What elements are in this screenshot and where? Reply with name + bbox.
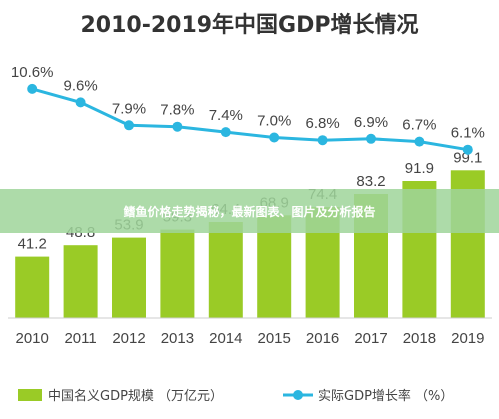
bar-2013 (160, 229, 195, 318)
rate-value-labels: 10.6% 9.6% 7.9% 7.8% 7.4% 7.0% 6.8% 6.9% 6.7% 6.1… (11, 64, 485, 142)
rate-label-2019: 6.1% (451, 125, 485, 142)
legend-bar-label: 中国名义GDP规模 （万亿元） (48, 388, 223, 404)
chart-title: 2010-2019年中国GDP增长情况 (80, 12, 418, 38)
x-tick-2014: 2014 (209, 330, 242, 347)
bar-label-2017: 83.2 (356, 173, 385, 190)
x-tick-2018: 2018 (403, 330, 436, 347)
rate-point-2010 (27, 83, 38, 94)
bar-series (15, 170, 485, 318)
rate-point-2011 (75, 97, 86, 108)
rate-point-2012 (124, 120, 134, 131)
overlay-banner (0, 189, 499, 233)
bar-2010 (15, 256, 50, 318)
rate-point-2018 (414, 136, 425, 147)
overlay-text: 鳍鱼价格走势揭秘，最新图表、图片及分析报告 (123, 204, 375, 219)
x-tick-2010: 2010 (16, 330, 49, 347)
bar-2014 (208, 222, 243, 318)
legend-bar-swatch (18, 389, 42, 401)
legend: 中国名义GDP规模 （万亿元） 实际GDP增长率 （%） (18, 388, 453, 404)
rate-label-2017: 6.9% (354, 114, 388, 131)
x-tick-2013: 2013 (161, 330, 194, 347)
x-tick-2017: 2017 (354, 330, 387, 347)
rate-label-2018: 6.7% (402, 117, 436, 134)
rate-point-2013 (172, 121, 183, 132)
bar-label-2010: 41.2 (18, 236, 47, 253)
rate-label-2012: 7.9% (112, 100, 146, 117)
rate-point-2017 (366, 133, 376, 144)
rate-label-2014: 7.4% (209, 107, 243, 124)
line-series (27, 83, 473, 155)
bar-label-2019: 99.1 (453, 149, 482, 166)
rate-label-2015: 7.0% (257, 113, 291, 130)
x-tick-2015: 2015 (258, 330, 291, 347)
rate-label-2013: 7.8% (160, 102, 194, 119)
rate-line (31, 87, 469, 152)
x-axis-ticks: 2010 2011 2012 2013 2014 2015 2016 2017 2018 2019 (16, 330, 485, 347)
bar-label-2018: 91.9 (405, 160, 434, 177)
x-tick-2011: 2011 (64, 330, 96, 347)
bar-2011 (63, 245, 98, 318)
legend-line-label: 实际GDP增长率 （%） (318, 388, 453, 404)
rate-label-2010: 10.6% (11, 64, 54, 81)
legend-line-marker (293, 390, 303, 400)
x-tick-2019: 2019 (451, 330, 484, 347)
bar-2012 (112, 237, 146, 318)
x-tick-2012: 2012 (112, 330, 145, 347)
rate-point-2015 (269, 132, 280, 143)
rate-label-2011: 9.6% (63, 77, 97, 94)
x-tick-2016: 2016 (306, 330, 339, 347)
rate-label-2016: 6.8% (305, 115, 339, 132)
rate-point-2016 (317, 135, 328, 146)
rate-point-2019 (462, 144, 473, 155)
rate-point-2014 (220, 127, 231, 138)
